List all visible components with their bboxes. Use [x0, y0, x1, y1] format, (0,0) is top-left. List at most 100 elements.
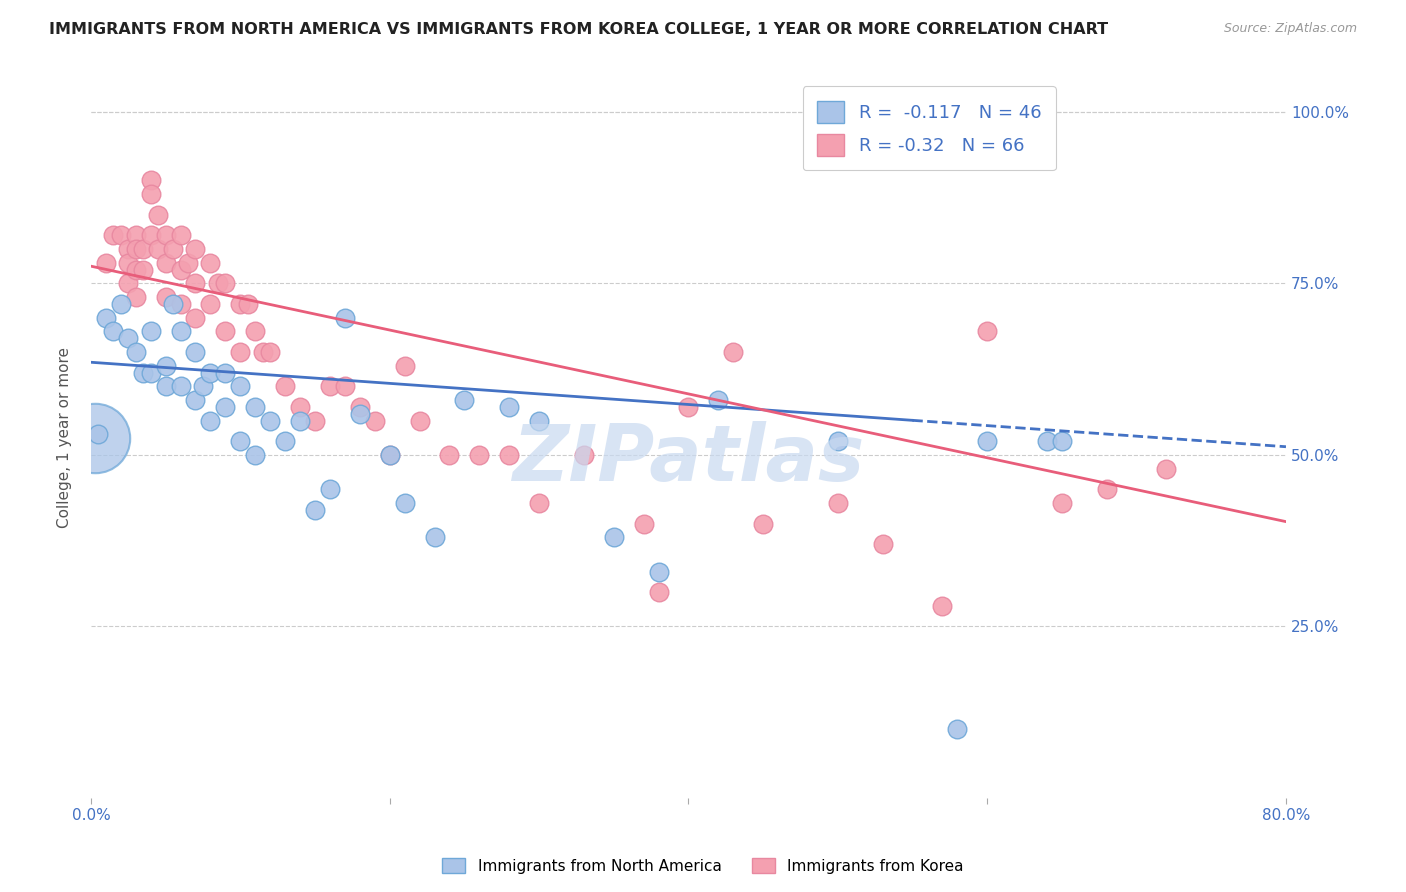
Point [827, 496, 849, 510]
Point [827, 434, 849, 449]
Point [872, 537, 894, 551]
Point [423, 530, 446, 544]
Point [94, 256, 117, 270]
Point [200, 297, 222, 311]
Point [94, 310, 117, 325]
Point [453, 392, 475, 407]
Point [184, 277, 207, 291]
Point [723, 345, 745, 359]
Point [378, 448, 401, 462]
Point [245, 324, 267, 338]
Point [132, 366, 155, 380]
Point [633, 516, 655, 531]
Point [214, 324, 236, 338]
Point [84, 431, 107, 445]
Point [333, 379, 356, 393]
Point [169, 297, 191, 311]
Point [707, 392, 730, 407]
Point [184, 345, 207, 359]
Point [364, 414, 387, 428]
Point [125, 345, 148, 359]
Point [349, 400, 371, 414]
Point [155, 290, 177, 304]
Point [304, 503, 326, 517]
Point [439, 448, 461, 462]
Point [162, 242, 184, 256]
Point [976, 324, 998, 338]
Point [110, 228, 132, 243]
Point [214, 400, 236, 414]
Point [184, 392, 207, 407]
Point [245, 400, 267, 414]
Point [1156, 461, 1178, 475]
Point [177, 256, 200, 270]
Text: ZIPatlas: ZIPatlas [512, 421, 865, 498]
Point [117, 242, 139, 256]
Point [288, 400, 311, 414]
Point [1036, 434, 1059, 449]
Point [647, 565, 669, 579]
Point [169, 379, 191, 393]
Point [191, 379, 214, 393]
Point [603, 530, 626, 544]
Point [752, 516, 775, 531]
Point [468, 448, 491, 462]
Point [378, 448, 401, 462]
Point [647, 585, 669, 599]
Point [110, 297, 132, 311]
Point [394, 359, 416, 373]
Point [245, 448, 267, 462]
Point [139, 173, 162, 187]
Point [146, 242, 169, 256]
Point [931, 599, 953, 613]
Point [200, 256, 222, 270]
Point [117, 256, 139, 270]
Point [214, 277, 236, 291]
Point [229, 379, 252, 393]
Point [319, 379, 342, 393]
Point [184, 310, 207, 325]
Point [498, 448, 520, 462]
Point [572, 448, 595, 462]
Point [259, 414, 281, 428]
Point [139, 228, 162, 243]
Point [333, 310, 356, 325]
Point [527, 414, 550, 428]
Point [288, 414, 311, 428]
Point [155, 379, 177, 393]
Point [125, 262, 148, 277]
Legend: Immigrants from North America, Immigrants from Korea: Immigrants from North America, Immigrant… [436, 852, 970, 880]
Point [87, 427, 110, 442]
Point [252, 345, 274, 359]
Point [117, 277, 139, 291]
Point [259, 345, 281, 359]
Point [184, 242, 207, 256]
Point [103, 228, 125, 243]
Point [229, 345, 252, 359]
Point [498, 400, 520, 414]
Text: Source: ZipAtlas.com: Source: ZipAtlas.com [1223, 22, 1357, 36]
Point [125, 228, 148, 243]
Point [527, 496, 550, 510]
Point [207, 277, 229, 291]
Point [349, 407, 371, 421]
Point [139, 366, 162, 380]
Legend: R =  -0.117   N = 46, R = -0.32   N = 66: R = -0.117 N = 46, R = -0.32 N = 66 [803, 87, 1056, 170]
Point [125, 290, 148, 304]
Point [1095, 482, 1118, 496]
Point [155, 228, 177, 243]
Point [946, 723, 969, 737]
Point [274, 379, 297, 393]
Point [394, 496, 416, 510]
Text: IMMIGRANTS FROM NORTH AMERICA VS IMMIGRANTS FROM KOREA COLLEGE, 1 YEAR OR MORE C: IMMIGRANTS FROM NORTH AMERICA VS IMMIGRA… [49, 22, 1108, 37]
Point [678, 400, 700, 414]
Point [214, 366, 236, 380]
Point [200, 414, 222, 428]
Point [200, 366, 222, 380]
Point [146, 208, 169, 222]
Point [169, 262, 191, 277]
Point [408, 414, 430, 428]
Point [155, 359, 177, 373]
Point [103, 324, 125, 338]
Point [319, 482, 342, 496]
